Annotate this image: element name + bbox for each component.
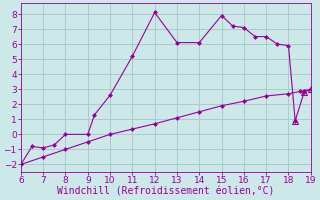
X-axis label: Windchill (Refroidissement éolien,°C): Windchill (Refroidissement éolien,°C) xyxy=(57,187,275,197)
